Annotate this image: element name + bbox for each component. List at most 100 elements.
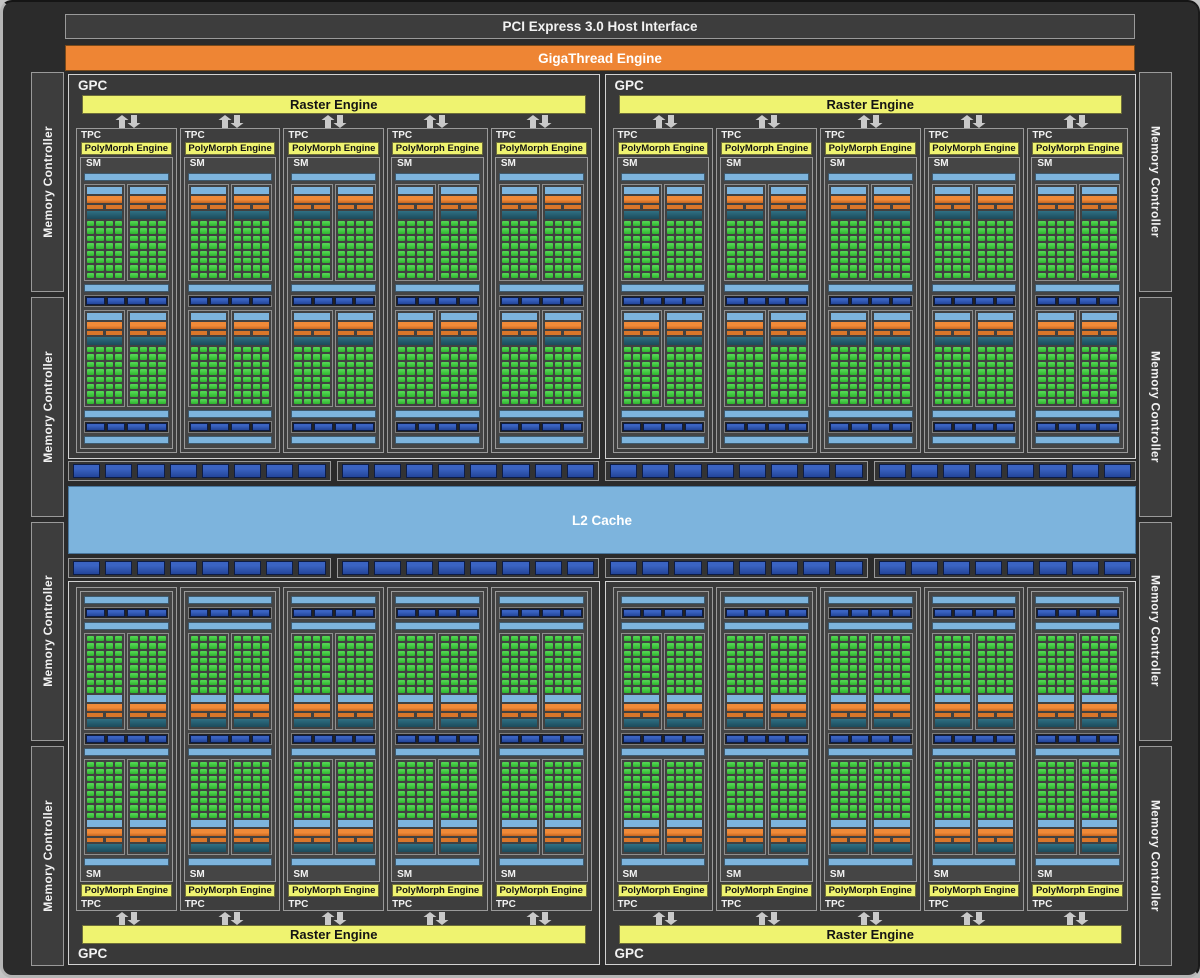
warp-scheduler-bar (770, 829, 806, 836)
cuda-core (1091, 812, 1099, 818)
cuda-core (337, 761, 346, 767)
cuda-core (962, 391, 970, 397)
cuda-core (996, 761, 1004, 767)
cuda-core (398, 798, 406, 804)
cuda-core (322, 761, 330, 767)
warp-scheduler-bar (398, 829, 434, 836)
warp-scheduler-bar (130, 703, 166, 711)
cuda-core (962, 257, 970, 264)
cuda-core (736, 672, 744, 678)
sm-unit-block (767, 609, 787, 617)
instruction-buffer-bar (337, 313, 374, 320)
cuda-core (554, 369, 562, 375)
dispatch-unit (997, 712, 1014, 717)
cuda-core (105, 679, 114, 686)
cuda-core (727, 805, 735, 811)
cuda-core (407, 761, 415, 767)
cuda-core (149, 812, 157, 818)
cuda-core (934, 398, 942, 404)
dispatch-unit (770, 331, 787, 335)
cuda-core (200, 272, 208, 278)
sm-unit-block (127, 609, 147, 617)
warp-scheduler-bar (130, 196, 166, 203)
sm-block-pair (498, 310, 584, 407)
sm-label: SM (189, 158, 205, 169)
cuda-core (105, 798, 114, 804)
cuda-core (798, 235, 806, 242)
sm-shared-bar (395, 596, 480, 604)
dispatch-units-row (770, 331, 806, 335)
cuda-core (416, 383, 425, 390)
up-down-arrow-icon (960, 114, 986, 128)
dispatch-units-row (977, 331, 1014, 335)
cuda-core (501, 636, 510, 642)
cuda-core (158, 347, 166, 353)
sm-shared-bar (620, 858, 706, 866)
dispatch-unit (893, 838, 910, 842)
warp-scheduler-bar (234, 196, 270, 203)
cuda-core (962, 643, 970, 649)
sm-unit-block (562, 609, 582, 617)
cuda-core (1066, 636, 1074, 642)
cuda-core (313, 257, 321, 264)
cuda-core (1047, 768, 1055, 775)
cuda-core (902, 636, 910, 642)
cuda-core (545, 369, 553, 375)
cuda-core (642, 643, 650, 649)
cuda-core (190, 679, 199, 686)
dispatch-unit (746, 712, 763, 717)
cuda-core (902, 228, 910, 234)
sm-unit-block (829, 297, 849, 305)
sm-shared-bar (84, 622, 169, 630)
memory-controller: Memory Controller (31, 72, 64, 292)
cuda-core (529, 361, 538, 368)
cuda-core (1047, 391, 1055, 397)
cuda-core (858, 257, 867, 264)
cuda-core (416, 783, 425, 789)
sm-processing-block (827, 758, 870, 855)
memory-controller-label: Memory Controller (40, 350, 55, 463)
cuda-core (139, 687, 148, 693)
cuda-core (934, 250, 942, 256)
cuda-core (356, 768, 364, 775)
polymorph-engine: PolyMorph Engine (392, 142, 483, 155)
cuda-core (962, 768, 970, 775)
dispatch-unit (727, 838, 744, 842)
cuda-core (87, 235, 95, 242)
sm-shared-bar (724, 436, 809, 444)
cuda-core (294, 228, 302, 234)
up-down-arrow-icon (526, 114, 552, 128)
cuda-core (545, 391, 553, 397)
sm-unit-block (438, 734, 458, 743)
core-grid (337, 761, 374, 818)
sm-block-pair (187, 310, 273, 407)
dispatch-unit (87, 205, 104, 209)
memory-interface-block (610, 561, 638, 575)
cuda-core (365, 369, 374, 375)
cuda-core (573, 672, 581, 678)
cuda-core (736, 812, 744, 818)
cuda-core (736, 250, 744, 256)
up-down-arrow-icon (218, 114, 244, 128)
dispatch-units-row (727, 205, 763, 209)
cuda-core (1038, 243, 1046, 249)
cuda-core (407, 672, 415, 678)
cuda-core (892, 235, 901, 242)
dispatch-unit (642, 331, 659, 335)
cuda-core (365, 761, 374, 767)
cuda-core (840, 798, 848, 804)
memory-controller-label: Memory Controller (1148, 800, 1163, 913)
sm-processing-block (334, 310, 377, 407)
sm-processing-block (291, 758, 333, 855)
cuda-core (830, 361, 839, 368)
cuda-core (1056, 798, 1065, 804)
cuda-core (1038, 768, 1046, 775)
cuda-core (745, 398, 754, 404)
cuda-core (450, 250, 459, 256)
cuda-core (666, 369, 675, 375)
cuda-core (943, 687, 952, 693)
cuda-core (407, 257, 415, 264)
core-grid (934, 347, 970, 404)
tpc: TPC PolyMorph Engine SM (923, 128, 1025, 453)
sm-unit-block (231, 609, 250, 617)
